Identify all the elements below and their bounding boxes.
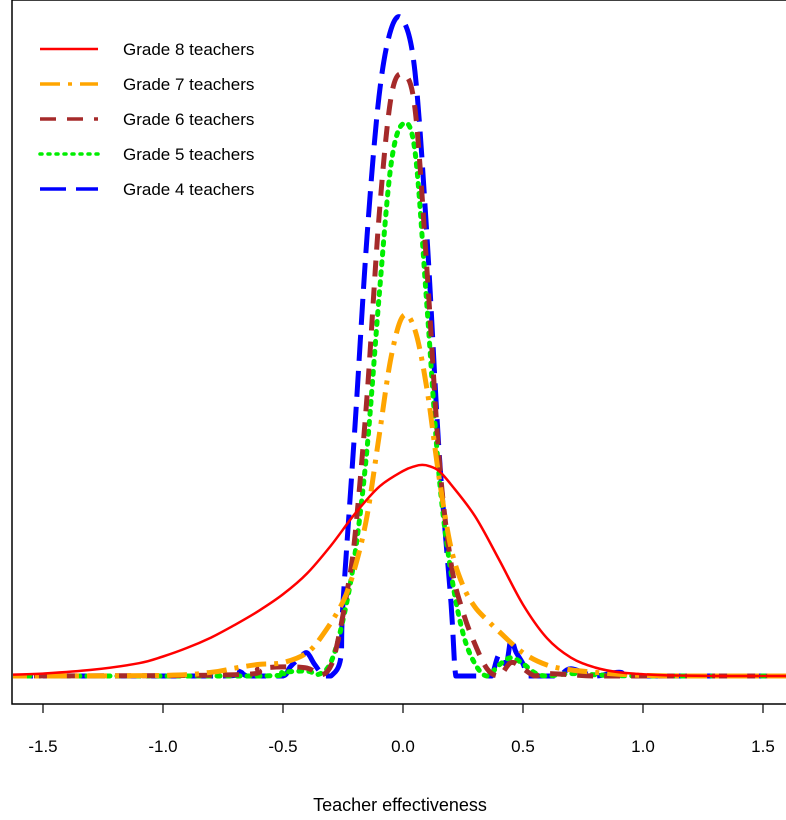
x-tick-label: -1.0 <box>148 737 177 756</box>
x-tick-label: -0.5 <box>268 737 297 756</box>
legend-label: Grade 7 teachers <box>123 75 254 94</box>
legend-label: Grade 8 teachers <box>123 40 254 59</box>
legend-label: Grade 5 teachers <box>123 145 254 164</box>
x-axis: -1.5 -1.0 -0.5 0.0 0.5 1.0 1.5 <box>28 704 775 756</box>
legend: Grade 8 teachers Grade 7 teachers Grade 6 … <box>38 40 254 199</box>
x-tick-label: 1.5 <box>751 737 775 756</box>
series-line-grade-6 <box>13 71 786 679</box>
legend-label: Grade 4 teachers <box>123 180 254 199</box>
x-tick-label: -1.5 <box>28 737 57 756</box>
legend-label: Grade 6 teachers <box>123 110 254 129</box>
series-line-grade-8 <box>13 463 786 678</box>
x-tick-label: 0.0 <box>391 737 415 756</box>
series-layer <box>13 14 786 679</box>
x-axis-title: Teacher effectiveness <box>313 795 487 815</box>
plot-frame <box>11 0 786 705</box>
series-line-grade-7 <box>13 312 786 679</box>
x-tick-label: 0.5 <box>511 737 535 756</box>
x-tick-label: 1.0 <box>631 737 655 756</box>
